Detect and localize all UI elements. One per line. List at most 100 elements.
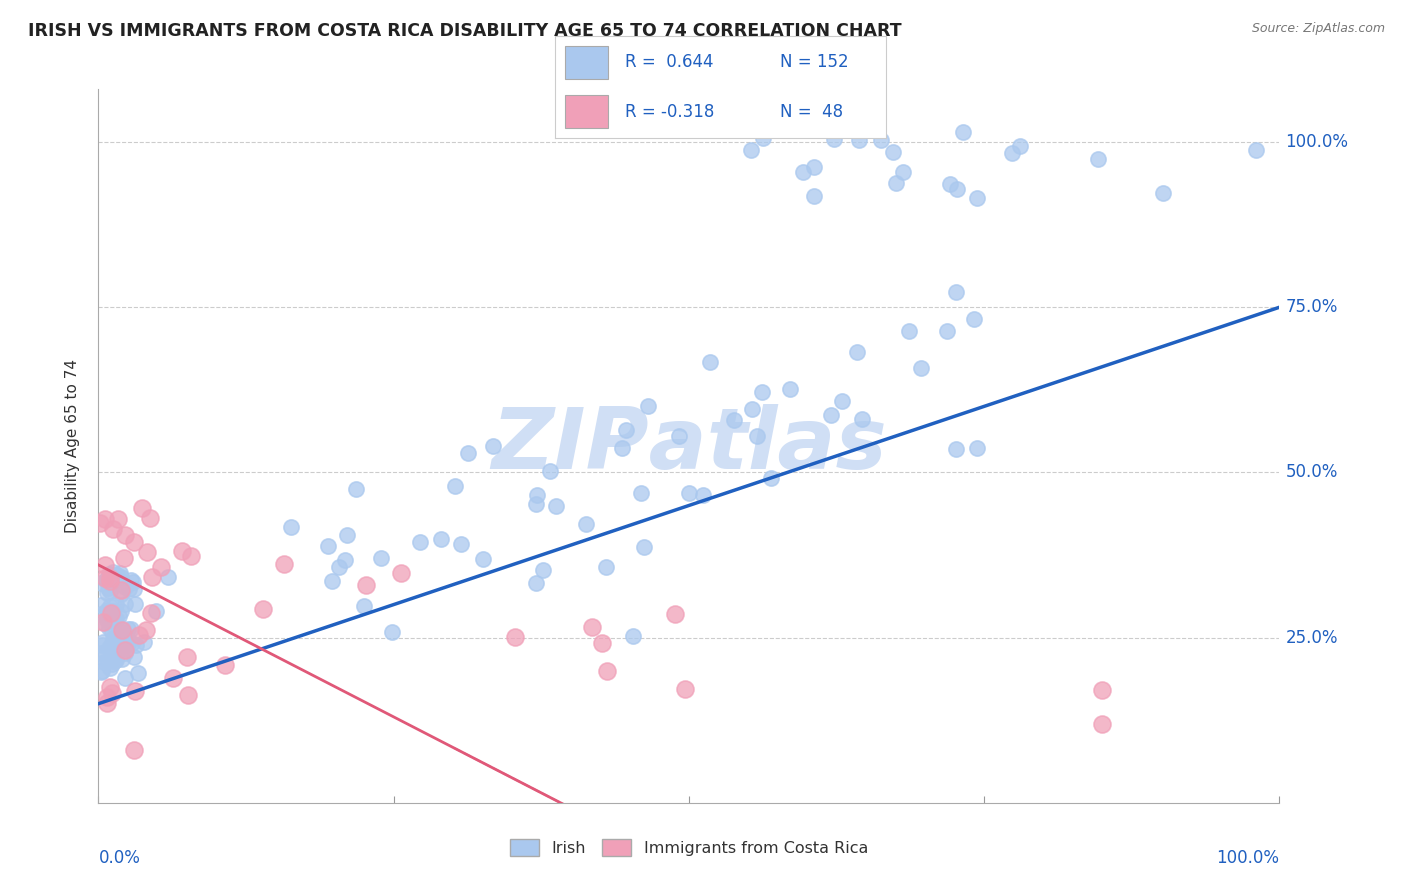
Point	[678, 486, 700, 500]
Point	[101, 631, 124, 645]
Point	[457, 446, 479, 460]
Point	[98, 574, 121, 588]
Point	[869, 133, 891, 147]
Point	[723, 413, 745, 427]
Point	[524, 497, 547, 511]
Point	[114, 672, 136, 686]
Point	[162, 671, 184, 685]
Point	[90, 648, 112, 663]
Point	[96, 613, 118, 627]
Point	[98, 571, 121, 585]
Point	[823, 132, 845, 146]
FancyBboxPatch shape	[565, 46, 609, 78]
Point	[891, 165, 914, 179]
Text: Source: ZipAtlas.com: Source: ZipAtlas.com	[1251, 22, 1385, 36]
Point	[104, 634, 127, 648]
Point	[89, 516, 111, 530]
Point	[104, 652, 127, 666]
Point	[966, 191, 988, 205]
Point	[344, 482, 367, 496]
Point	[94, 570, 117, 584]
Point	[1091, 716, 1114, 731]
Point	[125, 638, 148, 652]
Point	[214, 657, 236, 672]
Point	[114, 647, 136, 661]
Point	[630, 486, 652, 500]
Point	[898, 324, 921, 338]
Point	[1010, 138, 1032, 153]
Point	[141, 569, 163, 583]
Point	[91, 635, 114, 649]
Text: IRISH VS IMMIGRANTS FROM COSTA RICA DISABILITY AGE 65 TO 74 CORRELATION CHART: IRISH VS IMMIGRANTS FROM COSTA RICA DISA…	[28, 22, 901, 40]
Point	[851, 412, 873, 426]
Point	[668, 429, 690, 443]
Point	[98, 599, 121, 613]
Point	[91, 615, 114, 630]
Point	[96, 586, 118, 600]
Point	[621, 629, 644, 643]
Point	[94, 558, 117, 572]
Point	[97, 654, 120, 668]
Point	[97, 572, 120, 586]
Point	[741, 402, 763, 417]
Point	[127, 665, 149, 680]
Point	[752, 131, 775, 145]
Point	[117, 637, 139, 651]
Point	[882, 145, 904, 160]
Point	[966, 441, 988, 455]
Point	[96, 690, 118, 705]
Point	[538, 464, 561, 478]
Point	[90, 607, 112, 621]
Point	[98, 584, 121, 599]
Point	[779, 382, 801, 396]
Point	[120, 623, 142, 637]
Point	[96, 697, 118, 711]
Point	[831, 393, 853, 408]
Point	[93, 655, 115, 669]
Point	[945, 442, 967, 457]
Point	[945, 285, 967, 300]
Point	[751, 384, 773, 399]
Point	[124, 597, 146, 611]
Point	[820, 408, 842, 422]
Text: N =  48: N = 48	[780, 103, 844, 120]
Point	[595, 664, 617, 678]
Point	[104, 612, 127, 626]
Point	[90, 665, 112, 679]
Point	[115, 628, 138, 642]
Point	[111, 651, 134, 665]
Text: 100.0%: 100.0%	[1216, 849, 1279, 867]
Point	[675, 682, 697, 697]
Y-axis label: Disability Age 65 to 74: Disability Age 65 to 74	[65, 359, 80, 533]
Point	[117, 633, 139, 648]
Point	[939, 177, 962, 191]
Point	[381, 625, 404, 640]
Point	[450, 537, 472, 551]
Point	[120, 574, 142, 588]
Point	[803, 189, 825, 203]
Point	[110, 570, 132, 584]
Point	[122, 582, 145, 596]
Point	[108, 566, 131, 580]
Point	[101, 566, 124, 580]
Point	[101, 657, 124, 671]
Point	[100, 638, 122, 652]
Point	[591, 636, 613, 650]
Point	[100, 577, 122, 591]
Point	[803, 160, 825, 174]
Point	[699, 355, 721, 369]
Text: 50.0%: 50.0%	[1285, 464, 1337, 482]
Text: 100.0%: 100.0%	[1285, 133, 1348, 151]
Text: 75.0%: 75.0%	[1285, 298, 1337, 317]
Point	[409, 534, 432, 549]
Point	[637, 400, 659, 414]
Point	[145, 604, 167, 618]
Point	[105, 645, 128, 659]
Point	[945, 182, 967, 196]
Point	[316, 539, 339, 553]
Text: 25.0%: 25.0%	[1285, 629, 1339, 647]
Point	[574, 516, 596, 531]
Point	[333, 553, 356, 567]
Point	[526, 488, 548, 502]
Point	[150, 559, 173, 574]
